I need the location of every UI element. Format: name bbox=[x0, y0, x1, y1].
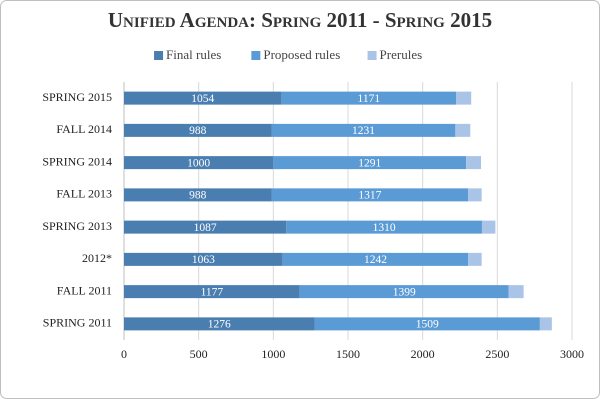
bar-segment bbox=[455, 123, 471, 137]
legend: Final rules Proposed rules Prerules bbox=[154, 47, 422, 62]
bar-segment bbox=[124, 156, 274, 170]
chart-title: Unified Agenda: Spring 2011 - Spring 201… bbox=[108, 8, 492, 32]
y-tick-label: SPRING 2013 bbox=[42, 219, 112, 233]
y-tick-label: FALL 2014 bbox=[56, 122, 112, 136]
bar-segment bbox=[299, 285, 509, 299]
x-tick-label: 500 bbox=[190, 347, 208, 361]
x-tick-label: 2500 bbox=[485, 347, 509, 361]
y-tick-label: SPRING 2015 bbox=[42, 90, 112, 104]
bar-segment bbox=[468, 188, 482, 202]
bar-segment bbox=[271, 188, 469, 202]
bar-segment bbox=[468, 252, 482, 266]
legend-label: Prerules bbox=[380, 47, 423, 62]
bar-segment bbox=[124, 220, 287, 234]
data-label: 1171 bbox=[358, 93, 381, 105]
bar-segment bbox=[508, 285, 524, 299]
bar-segment bbox=[124, 91, 282, 105]
bar-segment bbox=[124, 123, 272, 137]
bar-segment bbox=[124, 188, 272, 202]
x-tick-label: 3000 bbox=[560, 347, 584, 361]
x-tick-label: 1500 bbox=[336, 347, 360, 361]
y-tick-label: 2012* bbox=[82, 251, 112, 265]
data-label: 988 bbox=[189, 190, 207, 202]
bar-segment bbox=[273, 156, 467, 170]
y-tick-label: FALL 2011 bbox=[57, 283, 112, 297]
x-tick-label: 0 bbox=[121, 347, 127, 361]
data-label: 1087 bbox=[194, 222, 217, 234]
data-label: 1509 bbox=[416, 319, 439, 331]
legend-swatch bbox=[251, 51, 261, 60]
bar-segment bbox=[271, 123, 456, 137]
x-tick-label: 2000 bbox=[411, 347, 435, 361]
data-label: 1399 bbox=[393, 286, 416, 298]
legend-swatch bbox=[367, 51, 377, 60]
data-label: 1317 bbox=[358, 190, 381, 202]
data-label: 1231 bbox=[352, 125, 375, 137]
data-label: 1000 bbox=[187, 157, 210, 169]
bar-segment bbox=[539, 317, 552, 331]
legend-label: Final rules bbox=[166, 47, 221, 62]
bar-segment bbox=[281, 91, 457, 105]
bar-segment bbox=[124, 317, 315, 331]
bar-segment bbox=[466, 156, 482, 170]
data-label: 988 bbox=[189, 125, 207, 137]
bar-segment bbox=[481, 220, 496, 234]
bar-segment bbox=[282, 252, 469, 266]
data-label: 1291 bbox=[358, 157, 381, 169]
bar-segment bbox=[314, 317, 540, 331]
data-label: 1242 bbox=[364, 254, 387, 266]
y-tick-label: FALL 2013 bbox=[56, 187, 112, 201]
y-tick-label: SPRING 2014 bbox=[42, 154, 112, 168]
data-label: 1276 bbox=[208, 319, 231, 331]
data-label: 1310 bbox=[373, 222, 396, 234]
bar-segment bbox=[124, 285, 300, 299]
data-label: 1177 bbox=[201, 286, 224, 298]
bar-segment bbox=[124, 252, 283, 266]
x-tick-label: 1000 bbox=[261, 347, 285, 361]
bar-segment bbox=[456, 91, 472, 105]
data-label: 1063 bbox=[192, 254, 215, 266]
bar-segment bbox=[286, 220, 482, 234]
legend-swatch bbox=[154, 51, 164, 60]
legend-label: Proposed rules bbox=[263, 47, 340, 62]
data-label: 1054 bbox=[191, 93, 214, 105]
y-tick-label: SPRING 2011 bbox=[43, 316, 112, 330]
